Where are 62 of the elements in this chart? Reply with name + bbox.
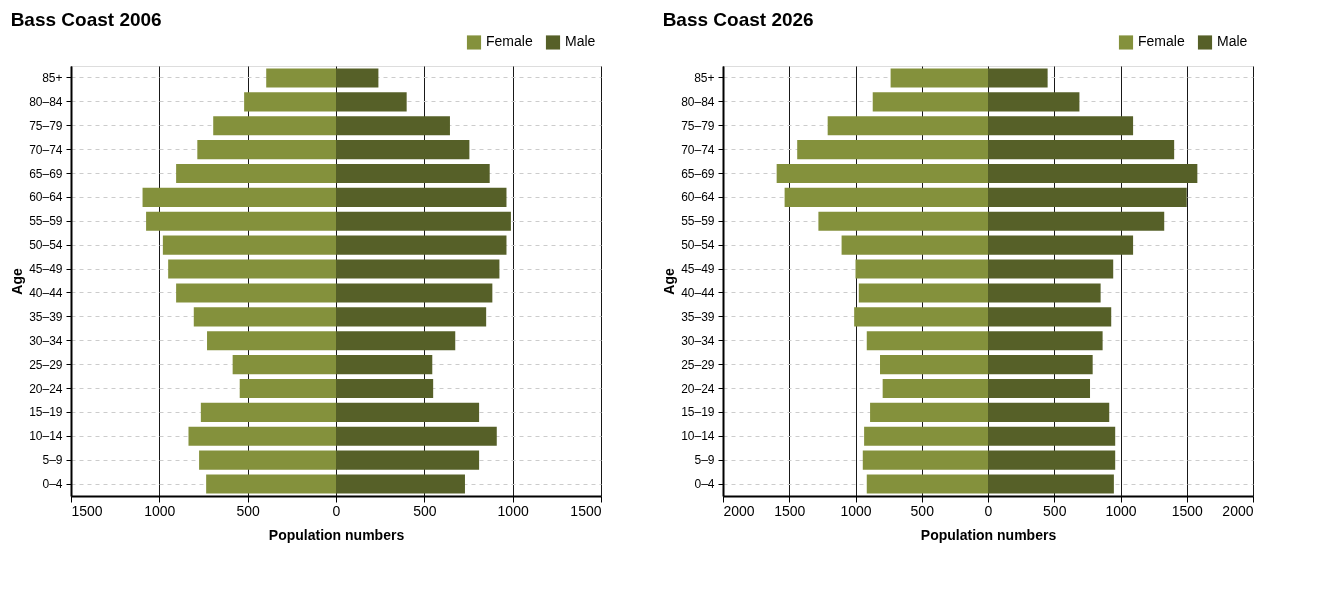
x-tick-label: 1500 — [1171, 502, 1204, 519]
x-tick-label: 1000 — [840, 502, 872, 519]
y-tick-label: 25–29 — [29, 357, 63, 372]
y-tick-label: 5–9 — [42, 453, 63, 468]
y-tick-label: 5–9 — [694, 453, 715, 468]
y-tick-label: 60–64 — [681, 190, 715, 205]
y-tick-label: 40–44 — [681, 285, 715, 300]
legend-label: Male — [1217, 33, 1248, 50]
y-tick-label: 40–44 — [29, 285, 63, 300]
x-tick-label: 1000 — [1105, 502, 1137, 519]
y-tick-label: 50–54 — [681, 238, 715, 253]
x-tick-label: 0 — [332, 502, 341, 519]
y-tick-label: 65–69 — [681, 166, 715, 181]
y-axis-title: Age — [9, 268, 26, 295]
y-tick-label: 80–84 — [29, 94, 63, 109]
x-axis-title: Population numbers — [268, 526, 405, 543]
y-tick-label: 10–14 — [681, 429, 715, 444]
y-tick-label: 15–19 — [681, 405, 715, 420]
y-tick-label: 70–74 — [681, 142, 715, 157]
x-tick-label: 0 — [984, 502, 993, 519]
y-tick-label: 10–14 — [29, 429, 63, 444]
x-tick-label: 500 — [236, 502, 261, 519]
x-tick-label: 1500 — [570, 502, 602, 519]
x-tick-label: 1000 — [497, 502, 529, 519]
y-tick-label: 85+ — [694, 70, 715, 85]
y-tick-label: 65–69 — [29, 166, 63, 181]
legend-label: Male — [565, 33, 596, 50]
y-tick-label: 60–64 — [29, 190, 63, 205]
x-tick-label: 2000 — [723, 502, 755, 519]
y-tick-label: 20–24 — [681, 381, 715, 396]
legend-label: Female — [1138, 33, 1185, 50]
y-tick-label: 70–74 — [29, 142, 63, 157]
y-tick-label: 75–79 — [681, 118, 715, 133]
x-tick-label: 500 — [413, 502, 437, 519]
y-tick-label: 55–59 — [29, 214, 63, 229]
y-tick-label: 85+ — [42, 70, 63, 85]
y-tick-label: 25–29 — [681, 357, 715, 372]
y-tick-label: 15–19 — [29, 405, 63, 420]
x-tick-label: 1500 — [71, 502, 103, 519]
x-tick-label: 500 — [1043, 502, 1067, 519]
x-tick-label: 1000 — [144, 502, 176, 519]
y-tick-label: 75–79 — [29, 118, 63, 133]
x-axis-title: Population numbers — [920, 526, 1057, 543]
chart-title: Bass Coast 2006 — [10, 9, 162, 30]
y-tick-label: 55–59 — [681, 214, 715, 229]
y-tick-label: 35–39 — [29, 309, 63, 324]
y-tick-label: 20–24 — [29, 381, 63, 396]
chart-title: Bass Coast 2026 — [662, 9, 814, 30]
x-tick-label: 2000 — [1222, 502, 1254, 519]
y-tick-label: 0–4 — [42, 477, 63, 492]
y-tick-label: 50–54 — [29, 238, 63, 253]
y-tick-label: 30–34 — [681, 333, 715, 348]
x-tick-label: 1500 — [774, 502, 806, 519]
y-tick-label: 45–49 — [681, 262, 715, 277]
y-tick-label: 80–84 — [681, 94, 715, 109]
y-tick-label: 0–4 — [694, 477, 715, 492]
y-tick-label: 35–39 — [681, 309, 715, 324]
y-tick-label: 30–34 — [29, 333, 63, 348]
y-axis-title: Age — [661, 268, 678, 295]
y-tick-label: 45–49 — [29, 262, 63, 277]
legend-label: Female — [486, 33, 533, 50]
x-tick-label: 500 — [910, 502, 935, 519]
